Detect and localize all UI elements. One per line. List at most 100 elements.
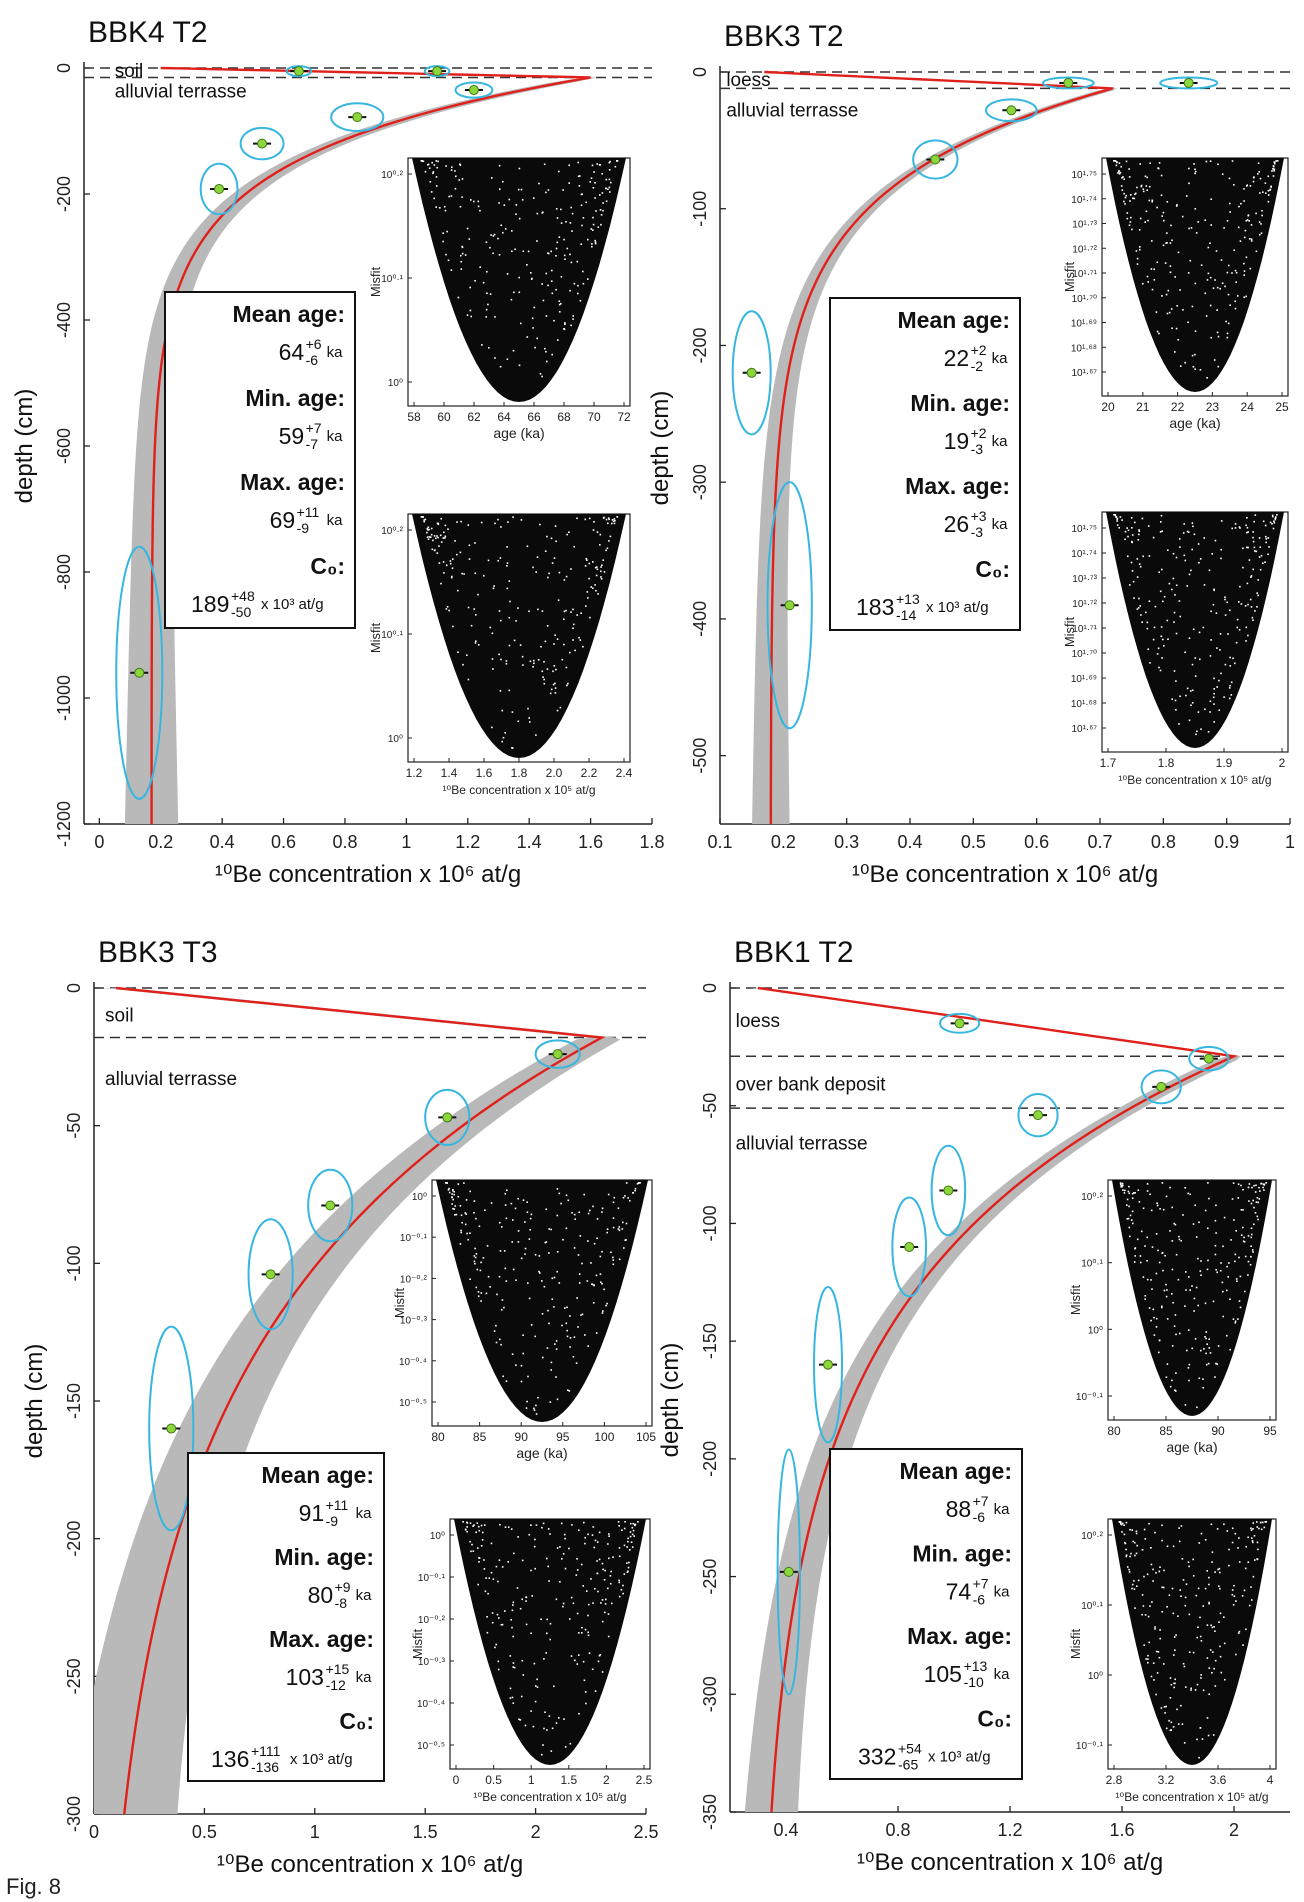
inset-y-tick-label: 10⁰	[1088, 1325, 1103, 1336]
inset-y-tick-label: 10⁻⁰·²	[400, 1274, 428, 1285]
inset-x-tick-label: 62	[467, 410, 481, 424]
inset-y-tick-label: 10¹·⁷⁰	[1072, 294, 1097, 305]
inset-y-tick-label: 10¹·⁷⁰	[1072, 649, 1097, 660]
layer-label: soil	[115, 61, 144, 82]
stats-plus: +3	[971, 508, 987, 524]
stats-minus: -3	[971, 441, 984, 457]
stats-value-mean-age: 91 +11-9 ka	[299, 1497, 373, 1529]
sample-point	[943, 1185, 954, 1196]
stats-label-min-age: Min. age:	[245, 385, 345, 411]
misfit-cloud-speckles	[1119, 1182, 1267, 1409]
stats-label-mean-age: Mean age:	[900, 1458, 1012, 1484]
x-tick-label: 2	[1229, 1820, 1239, 1840]
stats-value-c0: 332 +54-65 x 10³ at/g	[858, 1741, 991, 1773]
misfit-cloud-speckles	[444, 1182, 641, 1415]
inset-y-tick-label: 10¹·⁷²	[1072, 599, 1097, 610]
stats-value-max-age: 103 +15-12 ka	[286, 1661, 373, 1693]
x-tick-label: 1	[310, 1822, 320, 1842]
x-tick-label: 0.8	[332, 832, 357, 852]
stats-value: 69	[270, 507, 296, 533]
model-curve	[115, 986, 606, 1814]
inset-x-tick-label: 2.0	[546, 766, 563, 780]
sample-error-ellipse	[1017, 1092, 1059, 1138]
x-tick-label: 1.4	[517, 832, 542, 852]
y-tick-label: -500	[690, 738, 710, 774]
panel-title: BBK3 T3	[98, 936, 218, 969]
stats-unit: ka	[992, 433, 1009, 450]
stats-label-mean-age: Mean age:	[233, 301, 345, 327]
inset-x-label: ¹⁰Be concentration x 10⁵ at/g	[473, 1790, 626, 1804]
inset-y-tick-label: 10⁰·¹	[1081, 1601, 1103, 1612]
stats-value-max-age: 69 +11-9 ka	[270, 504, 344, 536]
layer-label: over bank deposit	[736, 1075, 887, 1096]
y-tick-label: -150	[700, 1323, 720, 1359]
inset-y-label: Misfit	[392, 1287, 407, 1318]
inset-x-tick-label: 70	[587, 410, 601, 424]
stats-value-max-age: 105 +13-10 ka	[924, 1658, 1011, 1690]
sample-point	[257, 138, 268, 149]
misfit-cloud-speckles	[1113, 160, 1279, 379]
sample-point	[954, 1018, 965, 1029]
stats-unit: ka	[994, 1666, 1011, 1683]
stats-unit: ka	[327, 344, 344, 361]
y-tick-label: -50	[700, 1093, 720, 1119]
stats-plus: +54	[898, 1741, 922, 1757]
inset-y-tick-label: 10⁻⁰·¹	[400, 1233, 428, 1244]
stats-minus: -9	[326, 1513, 339, 1529]
inset-x-label: ¹⁰Be concentration x 10⁵ at/g	[1115, 1790, 1268, 1804]
inset-x-tick-label: 21	[1136, 400, 1150, 414]
stats-minus: -3	[971, 524, 984, 540]
stats-value: 74	[946, 1579, 972, 1605]
layer-label: alluvial terrasse	[105, 1069, 237, 1090]
inset-x-tick-label: 90	[1211, 1424, 1225, 1438]
stats-unit: ka	[356, 1505, 373, 1522]
sample-point	[442, 1112, 453, 1123]
inset-y-label: Misfit	[1062, 616, 1077, 647]
stats-minus: -8	[335, 1595, 348, 1611]
stats-value: 19	[944, 428, 970, 454]
sample-error-ellipse	[1159, 76, 1219, 90]
inset-y-tick-label: 10⁰·²	[1081, 1531, 1103, 1542]
layer-label: loess	[726, 70, 770, 91]
panel-title: BBK4 T2	[88, 16, 208, 49]
y-axis-label: depth (cm)	[11, 389, 38, 504]
sample-point	[1063, 77, 1074, 88]
misfit-cloud-speckles	[420, 516, 619, 749]
panel-title: BBK3 T2	[724, 20, 844, 53]
y-tick-label: 0	[700, 983, 720, 993]
inset-y-tick-label: 10¹·⁶⁸	[1071, 343, 1097, 354]
inset-y-tick-label: 10⁻⁰·¹	[1076, 1392, 1104, 1403]
inset-x-tick-label: 100	[594, 1430, 614, 1444]
stats-unit: x 10³ at/g	[261, 596, 324, 613]
panel-bbk3-t2: BBK3 T2 0 -100 -200 -300 -400 -500 0.1 0.2 0.3 0.4…	[647, 20, 1295, 888]
panel-bbk3-t3: BBK3 T30-50-100-150-200-250-300 0 0.5 1 1.5 2…	[21, 936, 659, 1878]
sample-error-ellipse	[1042, 76, 1095, 90]
sample-error-ellipse	[939, 1012, 981, 1034]
inset-y-tick-label: 10⁻⁰·⁵	[399, 1398, 427, 1409]
inset-y-tick-label: 10¹·⁷²	[1072, 244, 1097, 255]
x-tick-label: 1.8	[639, 832, 664, 852]
y-tick-label: -1000	[54, 675, 74, 721]
stats-box	[829, 297, 1021, 631]
model-uncertainty-band	[124, 68, 598, 824]
inset-x-tick-label: 1.8	[511, 766, 528, 780]
stats-value: 183	[856, 594, 894, 620]
panel-bbk4-t2: BBK4 T2 0 -200 -400 -600 -800 -1000 -1200 0 0.2 0.…	[11, 16, 665, 888]
stats-box	[164, 291, 356, 629]
x-tick-label: 0.4	[210, 832, 235, 852]
inset-x-tick-label: 1	[528, 1773, 535, 1787]
layer-label: alluvial terrasse	[736, 1133, 868, 1154]
sample-point	[352, 112, 363, 123]
sample-error-ellipse	[148, 1325, 195, 1532]
sample-point	[1033, 1110, 1043, 1121]
x-tick-label: 0.4	[897, 832, 922, 852]
sample-point	[784, 600, 795, 611]
sample-error-ellipse	[912, 139, 959, 180]
inset-y-tick-label: 10¹·⁷³	[1072, 574, 1097, 585]
y-tick-label: -200	[690, 327, 710, 363]
stats-value-min-age: 59 +7-7 ka	[279, 420, 344, 452]
y-tick-label: 0	[64, 983, 84, 993]
stats-minus: -14	[896, 607, 916, 623]
sample-point	[166, 1423, 177, 1434]
y-tick-label: -50	[64, 1113, 84, 1139]
